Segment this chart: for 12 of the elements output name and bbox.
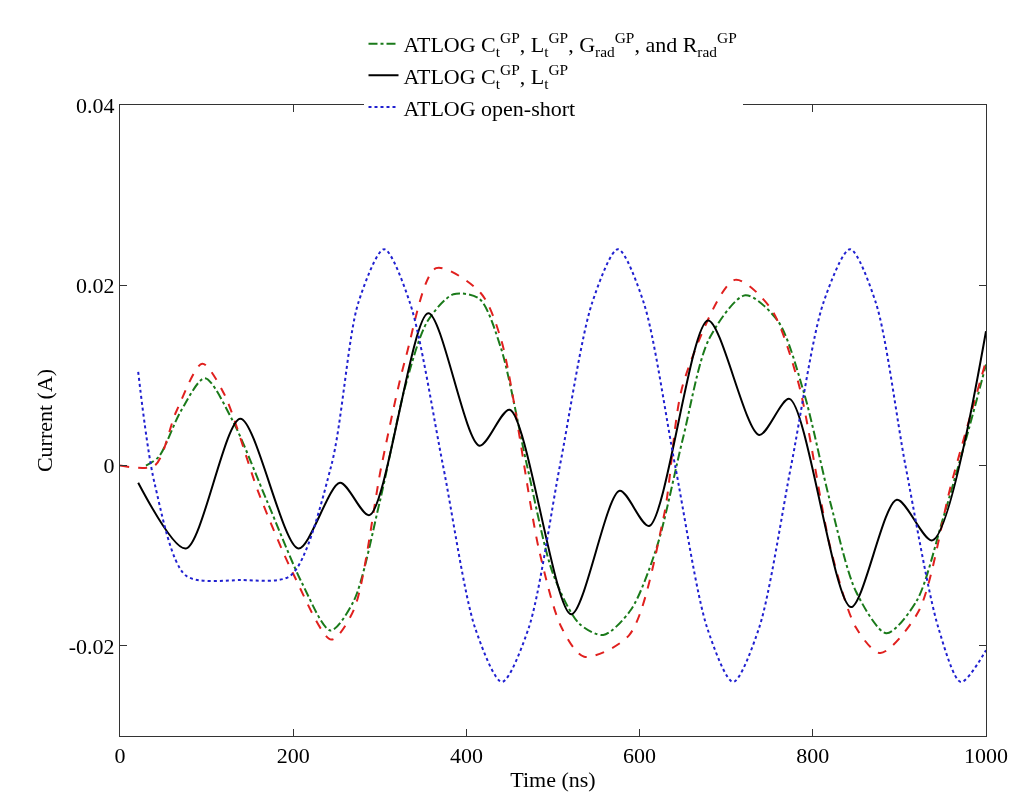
x-tick-label: 400 (449, 743, 483, 769)
y-tick-label: -0.02 (68, 633, 115, 659)
legend-label: ATLOG open-short (403, 95, 576, 121)
x-tick-label: 200 (276, 743, 310, 769)
x-tick-label: 600 (623, 743, 657, 769)
y-tick-label: 0.02 (76, 272, 115, 298)
x-axis-title: Time (ns) (510, 767, 596, 793)
x-tick-label: 1000 (964, 743, 1008, 769)
x-tick-label: 800 (796, 743, 830, 769)
y-tick-label: 0.04 (76, 92, 115, 118)
y-tick-label: 0 (103, 453, 115, 479)
y-axis-title: Current (A) (31, 368, 57, 473)
